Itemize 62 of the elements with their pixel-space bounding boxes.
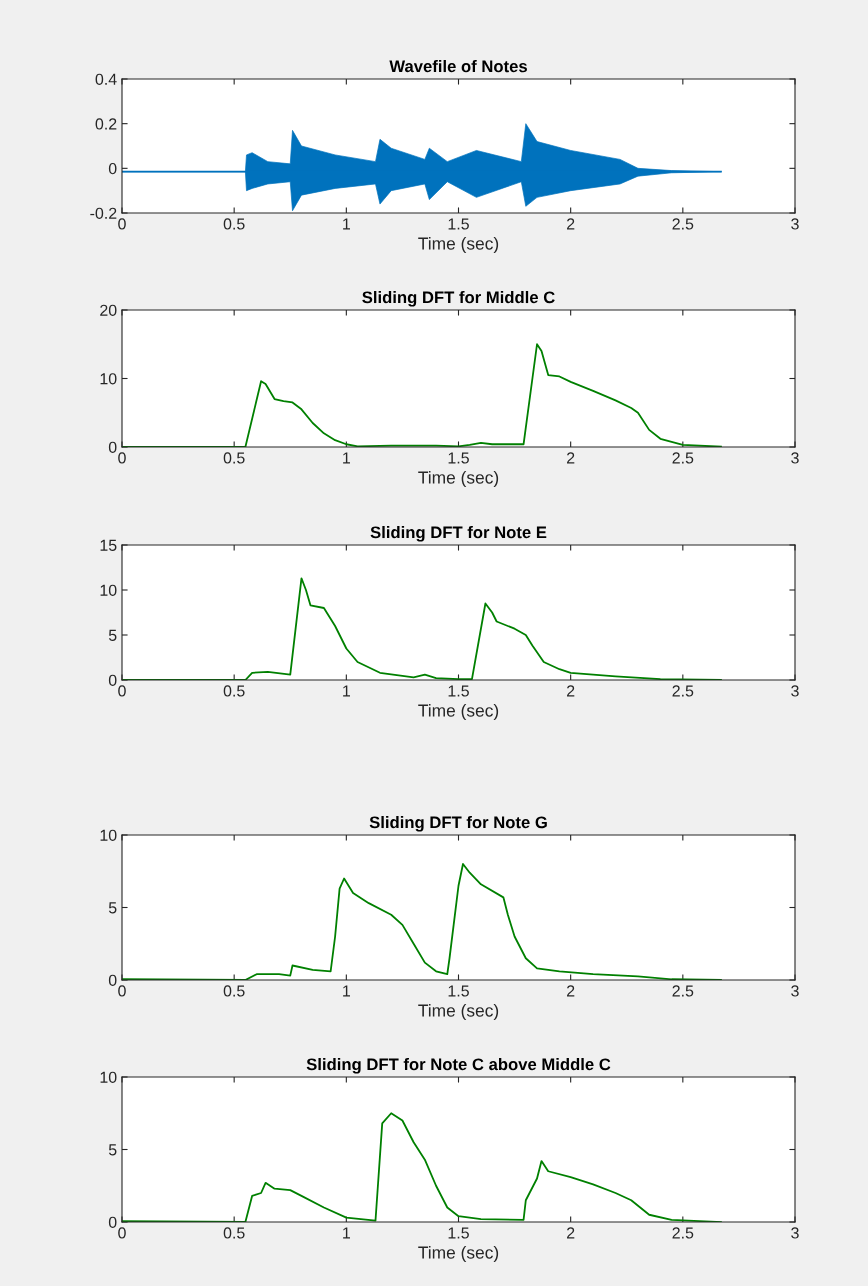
y-tick-label: -0.2 — [90, 207, 117, 219]
chart-title: Sliding DFT for Middle C — [362, 290, 555, 307]
x-tick-label: 1 — [343, 985, 350, 997]
y-tick-label: 0 — [108, 974, 117, 986]
x-tick-label: 3 — [791, 685, 799, 697]
x-tick-label: 3 — [791, 1227, 799, 1239]
x-tick-label: 1.5 — [448, 218, 469, 230]
x-tick-label: 0.5 — [223, 685, 245, 697]
x-tick-label: 2.5 — [672, 985, 694, 997]
x-tick-label: 0 — [118, 452, 126, 464]
x-tick-label: 3 — [791, 985, 799, 997]
x-tick-label: 2 — [567, 452, 575, 464]
y-tick-label: 0 — [108, 162, 117, 175]
x-axis-title: Time (sec) — [418, 236, 499, 254]
x-tick-label: 0 — [118, 685, 126, 697]
y-tick-label: 10 — [100, 373, 117, 385]
x-tick-label: 0 — [118, 1227, 126, 1239]
x-tick-label: 0.5 — [223, 452, 245, 464]
x-tick-label: 2.5 — [672, 1227, 694, 1239]
chart-title: Wavefile of Notes — [389, 59, 527, 73]
x-tick-label: 1 — [343, 218, 350, 230]
y-tick-label: 5 — [108, 902, 117, 914]
x-tick-label: 0 — [118, 218, 126, 230]
x-tick-label: 3 — [791, 218, 799, 230]
x-axis-title: Time (sec) — [418, 1245, 499, 1263]
y-tick-label: 10 — [100, 584, 117, 596]
y-tick-label: 5 — [108, 629, 117, 641]
x-tick-label: 1.5 — [448, 685, 469, 697]
x-tick-label: 1 — [343, 1227, 350, 1239]
x-tick-label: 0 — [118, 985, 126, 997]
x-tick-label: 1 — [343, 452, 350, 464]
x-tick-label: 2 — [567, 1227, 575, 1239]
y-tick-label: 0 — [108, 674, 117, 686]
x-tick-label: 2 — [567, 218, 575, 230]
chart-title: Sliding DFT for Note C above Middle C — [306, 1057, 611, 1074]
x-tick-label: 1.5 — [448, 452, 469, 464]
y-tick-label: 20 — [100, 304, 117, 316]
y-tick-label: 15 — [100, 539, 117, 551]
x-tick-label: 2 — [567, 985, 575, 997]
x-tick-label: 2 — [567, 685, 575, 697]
x-tick-label: 0.5 — [223, 1227, 245, 1239]
y-tick-label: 0.2 — [95, 118, 117, 130]
y-tick-label: 5 — [108, 1144, 117, 1156]
chart-title: Sliding DFT for Note E — [370, 525, 547, 542]
x-axis-title: Time (sec) — [418, 1003, 499, 1021]
x-tick-label: 2.5 — [672, 452, 694, 464]
y-tick-label: 0 — [108, 441, 117, 453]
x-tick-label: 3 — [791, 452, 799, 464]
y-tick-label: 0 — [108, 1216, 117, 1228]
y-tick-label: 0.4 — [95, 73, 117, 85]
chart-title: Sliding DFT for Note G — [369, 815, 547, 832]
x-tick-label: 0.5 — [223, 218, 245, 230]
x-axis-title: Time (sec) — [418, 470, 499, 488]
x-tick-label: 1.5 — [448, 1227, 469, 1239]
x-tick-label: 2.5 — [672, 218, 694, 230]
x-tick-label: 2.5 — [672, 685, 694, 697]
x-axis-title: Time (sec) — [418, 703, 499, 721]
y-tick-label: 10 — [100, 829, 117, 841]
x-tick-label: 1 — [343, 685, 350, 697]
x-tick-label: 1.5 — [448, 985, 469, 997]
x-tick-label: 0.5 — [223, 985, 245, 997]
y-tick-label: 10 — [100, 1071, 117, 1083]
